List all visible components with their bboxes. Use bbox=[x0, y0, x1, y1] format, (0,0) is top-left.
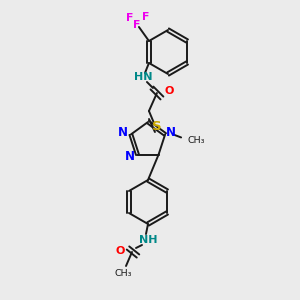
Text: CH₃: CH₃ bbox=[114, 268, 132, 278]
Text: NH: NH bbox=[139, 235, 157, 245]
Text: O: O bbox=[115, 246, 125, 256]
Text: CH₃: CH₃ bbox=[187, 136, 205, 145]
Text: N: N bbox=[166, 126, 176, 139]
Text: N: N bbox=[124, 150, 134, 163]
Text: F: F bbox=[142, 12, 150, 22]
Text: N: N bbox=[118, 126, 128, 139]
Text: O: O bbox=[164, 86, 174, 96]
Text: F: F bbox=[133, 20, 141, 30]
Text: F: F bbox=[126, 13, 134, 23]
Text: S: S bbox=[152, 121, 162, 134]
Text: HN: HN bbox=[134, 72, 152, 82]
